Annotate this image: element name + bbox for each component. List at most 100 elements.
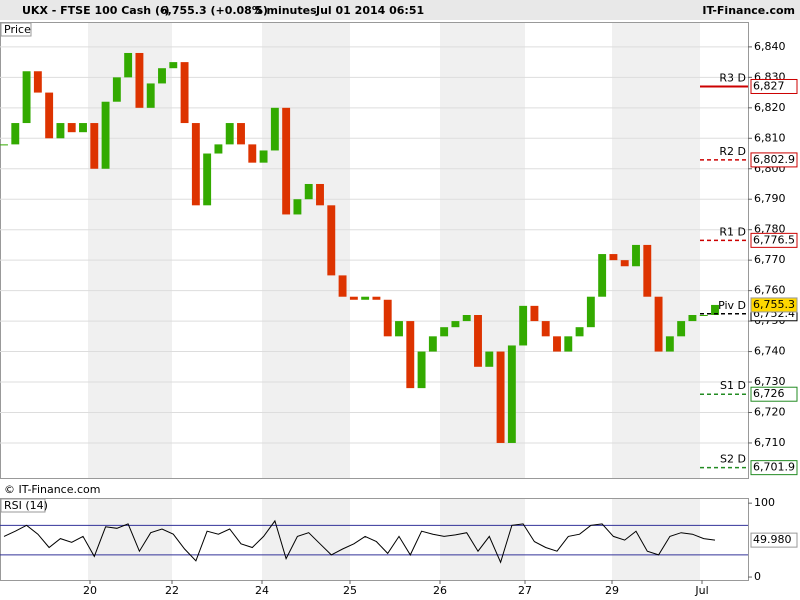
rsi-label: RSI (14) — [4, 499, 48, 512]
candle — [440, 327, 449, 337]
candle — [56, 123, 65, 139]
y-tick-label: 6,820 — [754, 101, 786, 114]
candle — [632, 244, 640, 267]
candle — [316, 183, 324, 206]
candle — [101, 101, 110, 169]
candle — [338, 275, 347, 297]
candle — [259, 150, 268, 163]
pivot-name: R1 D — [719, 225, 746, 238]
candle — [699, 314, 708, 316]
pivot-value: 6,776.5 — [753, 233, 795, 246]
pivot-box — [750, 78, 798, 94]
x-tick-label: 25 — [343, 584, 357, 597]
panel-label-box — [0, 22, 32, 37]
x-tick-label: 29 — [605, 584, 619, 597]
brand: IT-Finance.com — [702, 4, 795, 17]
candle — [575, 327, 584, 337]
plot-border — [0, 22, 749, 479]
candle — [270, 107, 279, 151]
candle — [45, 92, 54, 139]
x-tick-label: 27 — [518, 584, 532, 597]
rsi-current-box — [750, 532, 798, 548]
candle — [22, 71, 31, 124]
panel-label: Price — [4, 23, 31, 36]
candle — [0, 144, 8, 146]
candle — [169, 62, 178, 69]
candle — [225, 123, 234, 145]
candle — [711, 304, 719, 315]
y-tick-label: 6,760 — [754, 284, 786, 297]
rsi-label-box — [0, 498, 46, 513]
x-tick-label: 26 — [433, 584, 447, 597]
candle — [124, 52, 133, 78]
candle — [11, 123, 20, 145]
day-shade — [88, 498, 172, 580]
pivot-name: S1 D — [720, 379, 746, 392]
current-price-box — [750, 297, 798, 313]
candle — [349, 296, 358, 300]
y-tick-label: 6,810 — [754, 131, 786, 144]
y-tick-label: 6,710 — [754, 436, 786, 449]
candle — [112, 77, 121, 102]
candle — [158, 68, 166, 84]
x-tick-label: 24 — [255, 584, 269, 597]
candle — [191, 123, 200, 206]
pivot-box — [750, 386, 798, 402]
candle — [372, 296, 381, 300]
header-bar — [0, 0, 800, 20]
y-tick-label: 6,730 — [754, 375, 786, 388]
candle — [507, 345, 516, 443]
candle — [620, 260, 629, 267]
x-tick-label: 22 — [165, 584, 179, 597]
y-tick-label: 6,780 — [754, 223, 786, 236]
day-shade — [88, 22, 172, 478]
rsi-tick-label: 0 — [754, 570, 761, 583]
candle — [564, 336, 573, 352]
rsi-line — [3, 519, 716, 564]
pivot-box — [750, 460, 798, 476]
copyright: © IT-Finance.com — [4, 483, 101, 496]
candle — [541, 321, 550, 337]
candle — [304, 183, 313, 200]
candle — [428, 336, 437, 352]
candle — [361, 296, 370, 300]
candle — [688, 314, 697, 322]
day-shade — [262, 22, 350, 478]
candle — [485, 351, 494, 367]
candle — [33, 71, 42, 93]
candle — [327, 205, 336, 276]
y-tick-label: 6,790 — [754, 192, 786, 205]
candle — [293, 199, 302, 215]
candle — [417, 351, 426, 389]
candle — [677, 321, 686, 337]
interval: 5 minutes — [255, 4, 317, 17]
datetime: Jul 01 2014 06:51 — [315, 4, 424, 17]
candle — [383, 299, 392, 337]
rsi-tick-label: 100 — [754, 496, 775, 509]
candle — [586, 296, 595, 328]
candle — [654, 296, 663, 352]
y-tick-label: 6,770 — [754, 253, 786, 266]
candle — [609, 254, 618, 261]
rsi-current: 49.980 — [753, 533, 792, 546]
candle — [496, 351, 505, 443]
candle — [67, 123, 76, 133]
candle — [135, 52, 144, 108]
current-price: 6,755.3 — [753, 298, 795, 311]
candle — [474, 314, 482, 367]
candle — [451, 321, 460, 328]
candle — [665, 336, 674, 352]
y-tick-label: 6,740 — [754, 345, 786, 358]
pivot-value: 6,802.9 — [753, 153, 795, 166]
candle — [553, 336, 561, 352]
pivot-box — [750, 232, 798, 248]
candle — [180, 62, 189, 124]
x-tick-label: Jul — [694, 584, 708, 597]
pivot-box — [750, 152, 798, 168]
y-tick-label: 6,840 — [754, 40, 786, 53]
candle — [79, 123, 87, 133]
day-shade — [262, 498, 350, 580]
pivot-name: S2 D — [720, 453, 746, 466]
pivot-name: R2 D — [719, 145, 746, 158]
